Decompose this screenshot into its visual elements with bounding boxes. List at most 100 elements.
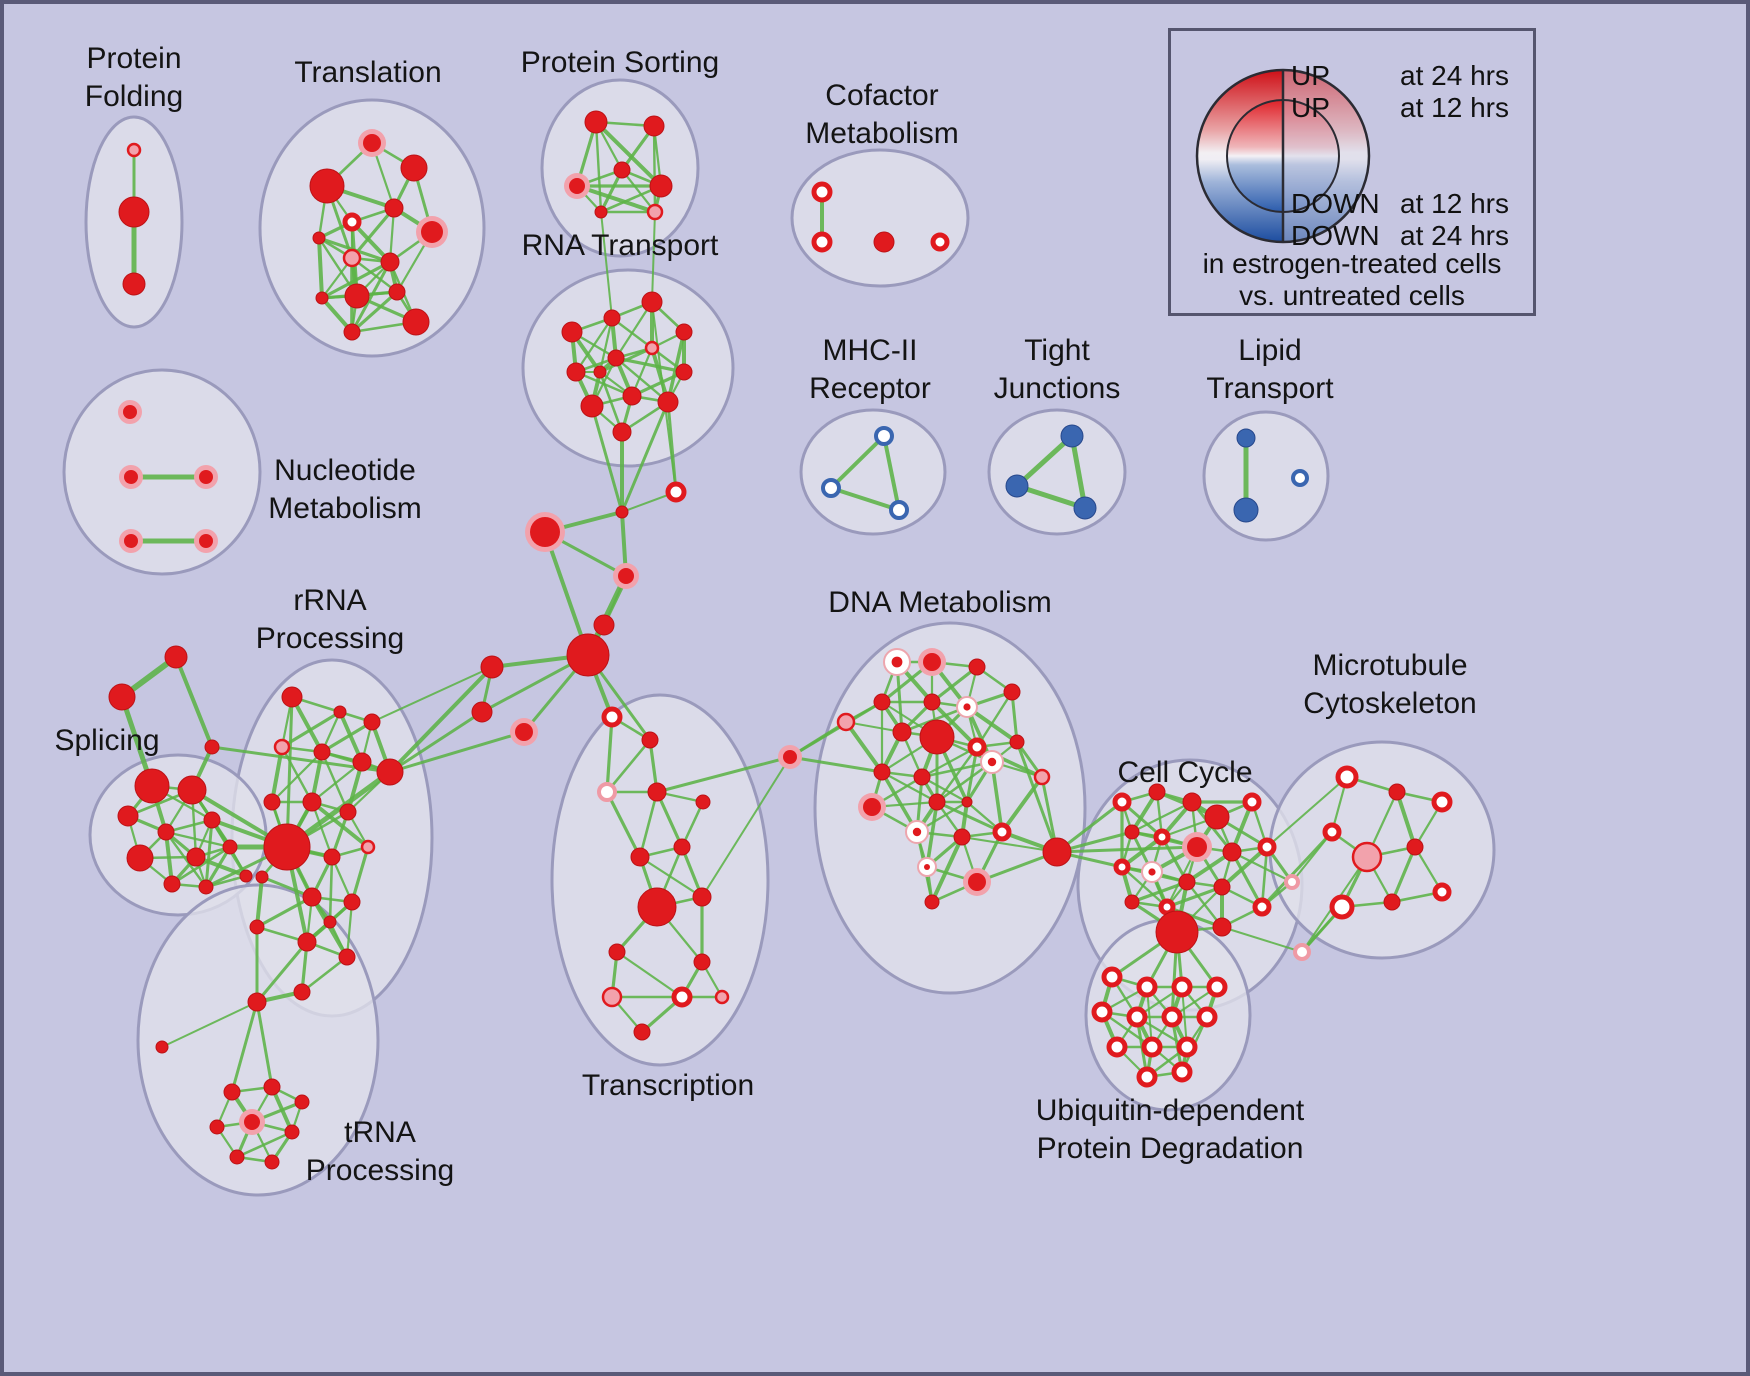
network-node[interactable] [124,534,138,548]
network-node[interactable] [163,875,181,893]
network-node[interactable] [297,932,317,952]
network-node[interactable] [647,782,667,802]
network-node[interactable] [323,915,337,929]
network-node[interactable] [1148,868,1156,876]
network-node[interactable] [480,655,504,679]
network-node[interactable] [928,793,946,811]
network-node[interactable] [108,683,136,711]
network-node[interactable] [1182,792,1202,812]
network-node[interactable] [344,283,370,309]
network-node[interactable] [873,693,891,711]
network-node[interactable] [1060,424,1084,448]
network-node[interactable] [199,534,213,548]
network-node[interactable] [264,1154,280,1170]
network-node[interactable] [343,893,361,911]
network-node[interactable] [675,323,693,341]
network-node[interactable] [992,822,1012,842]
network-node[interactable] [1113,858,1131,876]
network-node[interactable] [360,839,376,855]
network-node[interactable] [1212,917,1232,937]
network-node[interactable] [1406,838,1424,856]
network-node[interactable] [515,723,533,741]
network-node[interactable] [967,737,987,757]
network-node[interactable] [155,1040,169,1054]
network-node[interactable] [873,763,891,781]
network-node[interactable] [580,394,604,418]
network-node[interactable] [294,1094,310,1110]
network-node[interactable] [811,231,833,253]
network-node[interactable] [323,848,341,866]
network-node[interactable] [1112,792,1132,812]
network-node[interactable] [1171,1061,1193,1083]
network-node[interactable] [597,782,617,802]
network-node[interactable] [811,181,833,203]
network-node[interactable] [584,110,608,134]
network-node[interactable] [380,252,400,272]
network-node[interactable] [164,645,188,669]
network-node[interactable] [1388,783,1406,801]
network-node[interactable] [123,405,137,419]
network-node[interactable] [1432,882,1452,902]
network-node[interactable] [561,321,583,343]
network-node[interactable] [633,1023,651,1041]
network-node[interactable] [714,989,730,1005]
network-node[interactable] [343,323,361,341]
network-node[interactable] [1213,878,1231,896]
network-node[interactable] [1236,428,1256,448]
network-node[interactable] [1233,497,1259,523]
network-node[interactable] [1124,824,1140,840]
network-node[interactable] [593,365,607,379]
network-node[interactable] [1141,1036,1163,1058]
network-node[interactable] [618,568,634,584]
network-node[interactable] [643,115,665,137]
network-node[interactable] [1124,894,1140,910]
network-node[interactable] [603,309,621,327]
network-node[interactable] [1335,765,1359,789]
network-node[interactable] [309,168,345,204]
network-node[interactable] [1322,822,1342,842]
network-node[interactable] [1242,792,1262,812]
network-node[interactable] [930,232,950,252]
network-node[interactable] [1351,841,1383,873]
network-node[interactable] [693,953,711,971]
network-node[interactable] [363,134,381,152]
network-node[interactable] [1155,910,1199,954]
network-node[interactable] [1204,804,1230,830]
network-node[interactable] [601,986,623,1008]
network-node[interactable] [363,713,381,731]
network-node[interactable] [566,362,586,382]
network-node[interactable] [924,864,930,870]
network-node[interactable] [126,844,154,872]
network-node[interactable] [968,658,986,676]
network-node[interactable] [657,391,679,413]
network-node[interactable] [1005,474,1029,498]
network-node[interactable] [342,248,362,268]
network-node[interactable] [471,701,493,723]
network-node[interactable] [961,796,973,808]
network-node[interactable] [601,706,623,728]
network-node[interactable] [987,757,997,767]
network-node[interactable] [247,992,267,1012]
network-node[interactable] [302,792,322,812]
network-node[interactable] [338,948,356,966]
network-node[interactable] [695,794,711,810]
network-node[interactable] [244,1114,260,1130]
network-node[interactable] [530,517,560,547]
network-node[interactable] [239,869,253,883]
network-node[interactable] [863,798,881,816]
network-node[interactable] [1431,791,1453,813]
network-node[interactable] [376,758,404,786]
network-node[interactable] [223,1083,241,1101]
network-node[interactable] [352,752,372,772]
network-node[interactable] [1329,894,1355,920]
network-node[interactable] [1091,1001,1113,1023]
network-node[interactable] [229,1149,245,1165]
network-node[interactable] [384,198,404,218]
network-node[interactable] [919,719,955,755]
network-node[interactable] [594,205,608,219]
network-node[interactable] [402,308,430,336]
network-node[interactable] [1003,683,1021,701]
network-node[interactable] [1178,873,1196,891]
network-node[interactable] [124,470,138,484]
